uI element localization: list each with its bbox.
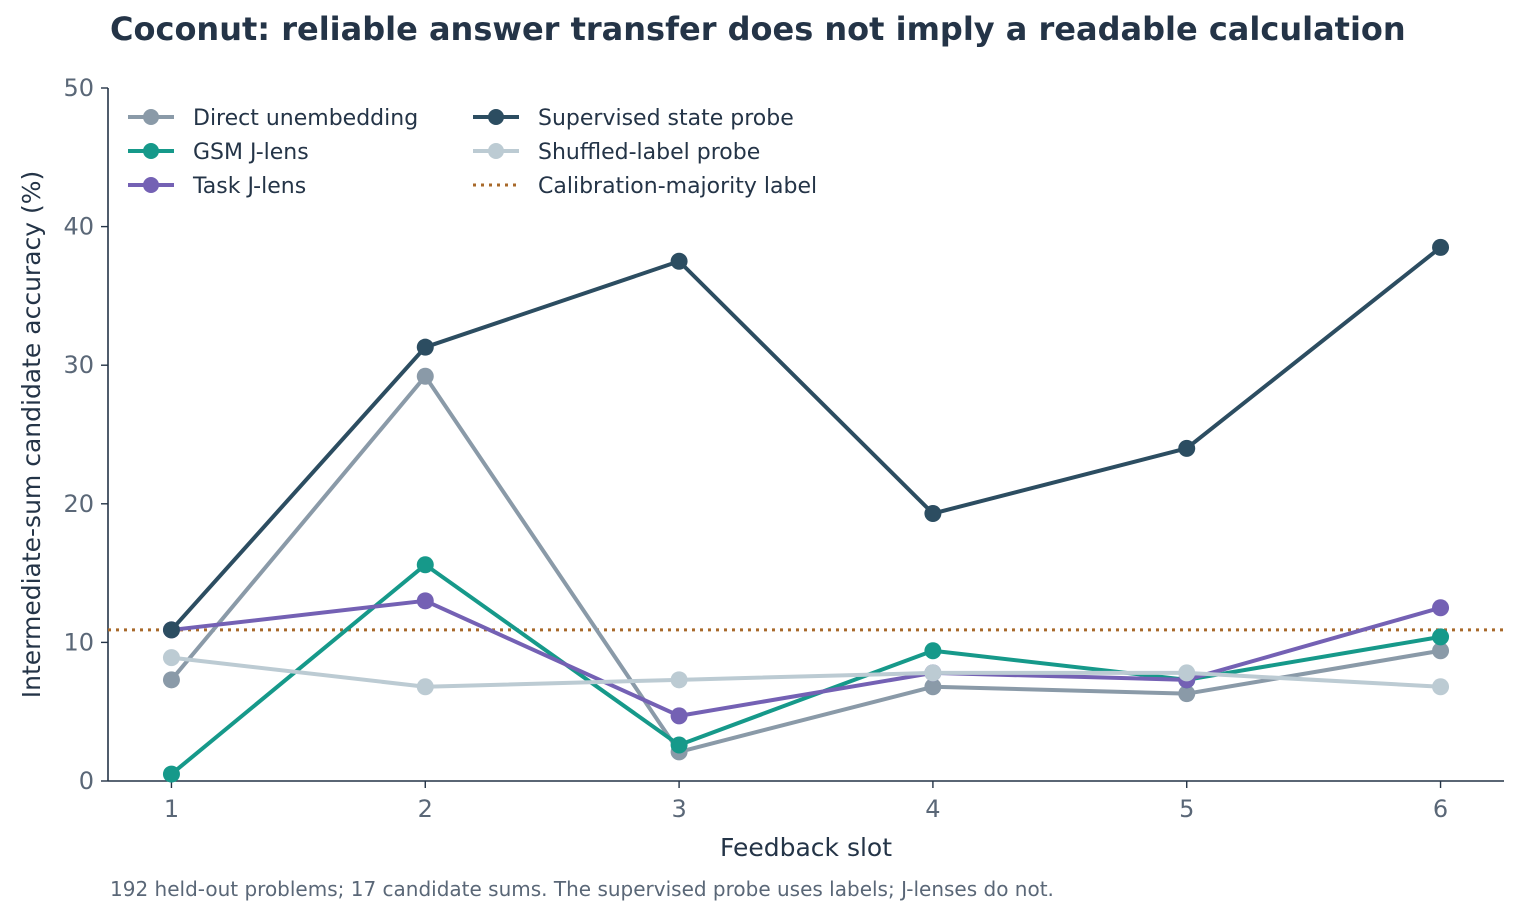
data-point xyxy=(924,664,942,682)
data-point xyxy=(1432,628,1450,646)
legend-label: Calibration-majority label xyxy=(538,174,817,199)
data-point xyxy=(1432,642,1450,660)
data-point xyxy=(924,642,942,660)
legend-label: Direct unembedding xyxy=(193,106,418,131)
series-2 xyxy=(162,592,1450,725)
y-tick-label: 40 xyxy=(63,213,94,241)
y-tick-label: 0 xyxy=(79,767,94,795)
axes: 0 10 20 30 40 50 1 2 3 4 5 6 Feedback slot Intermedia… xyxy=(17,74,1504,862)
data-point xyxy=(416,556,434,574)
legend-item: Calibration-majority label xyxy=(473,174,817,199)
data-point xyxy=(670,252,688,270)
data-point xyxy=(416,338,434,356)
legend-label: Task J-lens xyxy=(192,174,306,199)
data-point xyxy=(162,621,180,639)
legend-item: Direct unembedding xyxy=(128,106,418,131)
data-point xyxy=(1432,678,1450,696)
series-3 xyxy=(162,238,1450,639)
legend-item: GSM J-lens xyxy=(128,140,309,165)
series-line xyxy=(169,562,1443,777)
legend-item: Supervised state probe xyxy=(473,106,794,131)
y-tick-label: 20 xyxy=(63,490,94,518)
y-tick-label: 10 xyxy=(63,628,94,656)
legend-item: Shuffled-label probe xyxy=(473,140,760,165)
data-point xyxy=(1178,685,1196,703)
data-point xyxy=(1432,238,1450,256)
data-point xyxy=(670,707,688,725)
data-point xyxy=(670,736,688,754)
y-axis-label: Intermediate-sum candidate accuracy (%) xyxy=(17,171,46,699)
y-tick-label: 30 xyxy=(63,351,94,379)
series-line xyxy=(169,655,1443,689)
data-point xyxy=(162,649,180,667)
data-point xyxy=(924,505,942,523)
chart-title: Coconut: reliable answer transfer does n… xyxy=(110,10,1406,48)
legend-label: Supervised state probe xyxy=(538,106,794,131)
y-tick-label: 50 xyxy=(63,74,94,102)
series-line xyxy=(169,598,1443,718)
x-tick-label: 4 xyxy=(925,795,940,823)
x-axis-label: Feedback slot xyxy=(720,833,892,862)
series-line xyxy=(169,374,1443,754)
x-tick-label: 1 xyxy=(164,795,179,823)
data-point xyxy=(1178,439,1196,457)
data-point xyxy=(1432,599,1450,617)
x-tick-label: 6 xyxy=(1433,795,1448,823)
legend-marker xyxy=(143,143,159,159)
x-tick-label: 5 xyxy=(1179,795,1194,823)
series-4 xyxy=(162,649,1450,696)
legend-item: Task J-lens xyxy=(128,174,306,199)
data-point xyxy=(416,367,434,385)
legend-marker xyxy=(488,143,504,159)
legend-label: Shuffled-label probe xyxy=(538,140,760,165)
data-point xyxy=(416,678,434,696)
legend-marker xyxy=(143,177,159,193)
footnote: 192 held-out problems; 17 candidate sums… xyxy=(110,877,1054,901)
data-point xyxy=(162,671,180,689)
legend-marker xyxy=(488,109,504,125)
series-line xyxy=(169,245,1443,632)
series-0 xyxy=(162,367,1450,761)
data-point xyxy=(1178,664,1196,682)
legend-label: GSM J-lens xyxy=(193,140,309,165)
data-point xyxy=(924,678,942,696)
legend-marker xyxy=(143,109,159,125)
data-point xyxy=(162,765,180,783)
x-tick-label: 3 xyxy=(671,795,686,823)
x-tick-label: 2 xyxy=(418,795,433,823)
data-point xyxy=(670,671,688,689)
data-point xyxy=(416,592,434,610)
series-1 xyxy=(162,556,1450,783)
series-layer xyxy=(162,238,1450,783)
legend: Direct unembedding GSM J-lens Task J-lens S… xyxy=(128,106,817,199)
